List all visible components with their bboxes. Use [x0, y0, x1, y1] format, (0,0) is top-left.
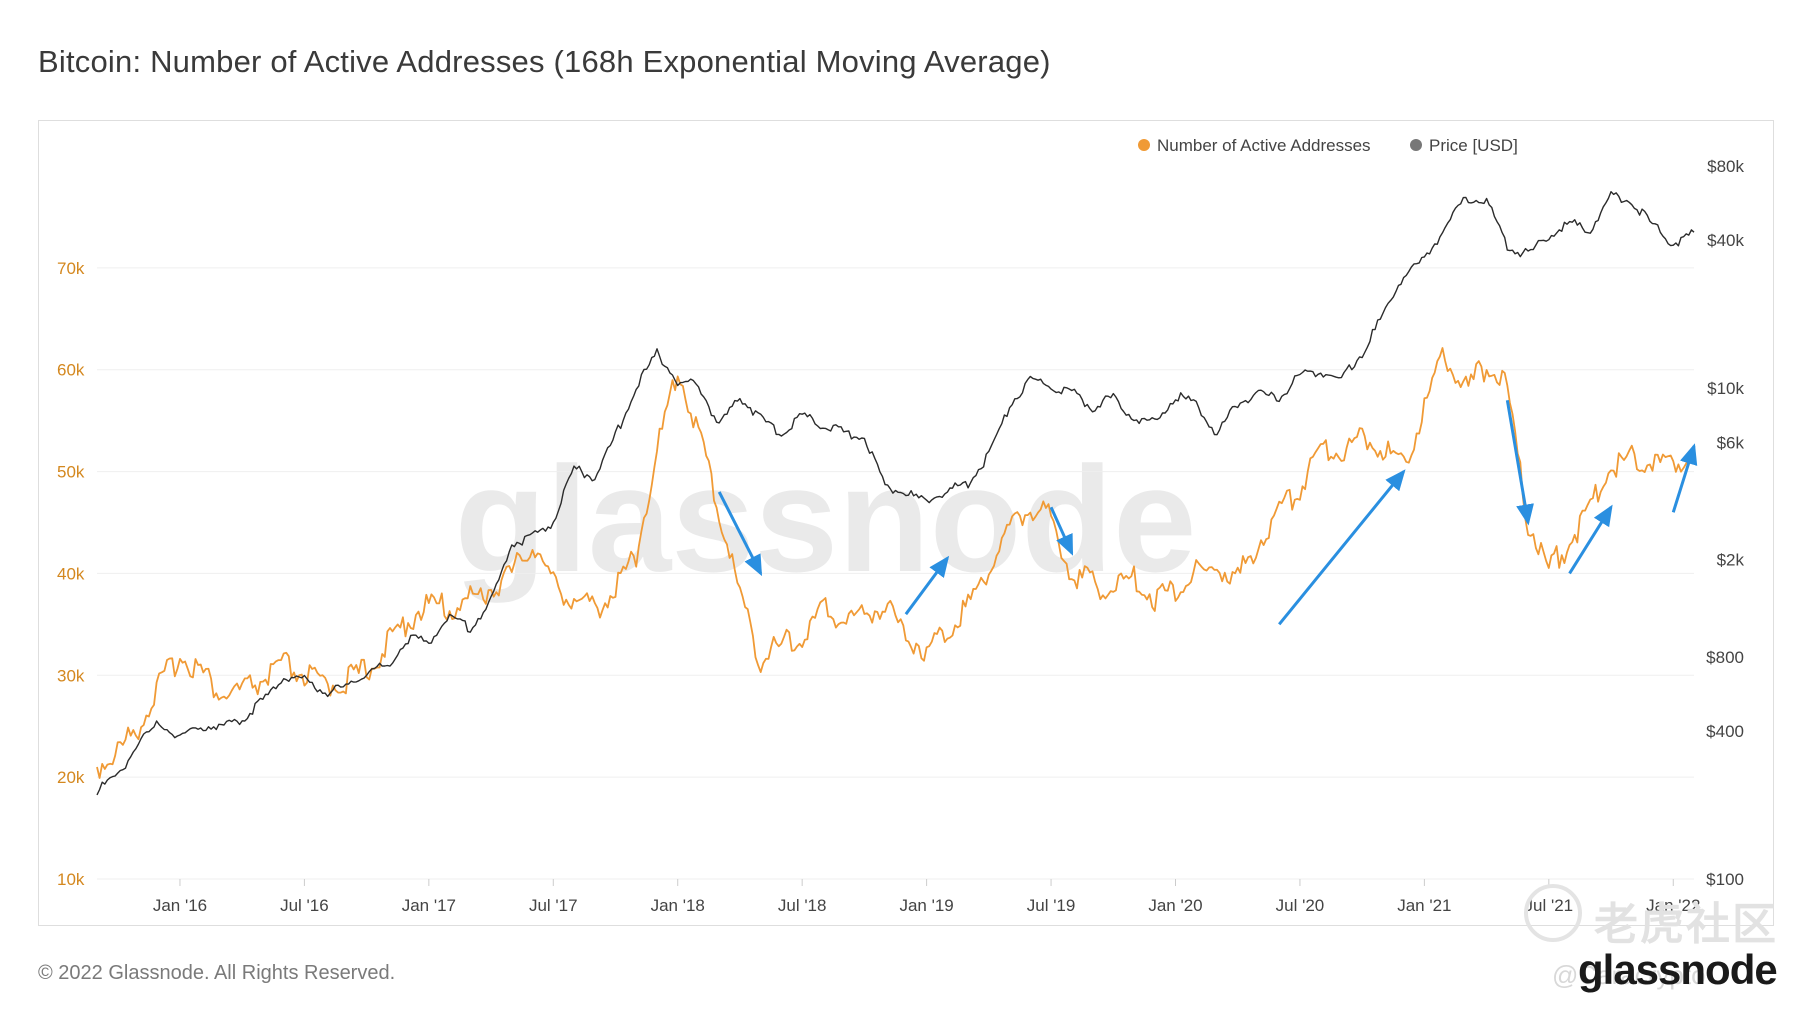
watermark-at-icon	[1524, 884, 1582, 942]
x-tick-label: Jul '19	[1027, 896, 1076, 915]
copyright-footer: © 2022 Glassnode. All Rights Reserved.	[38, 962, 396, 984]
y-right-tick-label: $10k	[1707, 379, 1744, 398]
chart-watermark: glassnode	[455, 435, 1197, 603]
x-tick-label: Jul '16	[280, 896, 329, 915]
x-tick-label: Jan '22	[1646, 896, 1700, 915]
price-line	[96, 191, 1695, 796]
y-left-tick-label: 60k	[57, 361, 85, 380]
legend-dot-price	[1410, 139, 1422, 151]
legend-label-active-addresses: Number of Active Addresses	[1157, 136, 1371, 155]
y-left-tick-label: 30k	[57, 666, 85, 685]
x-tick-label: Jan '16	[153, 896, 207, 915]
y-left-tick-label: 50k	[57, 463, 85, 482]
x-tick-label: Jan '17	[402, 896, 456, 915]
trend-arrow	[1568, 504, 1613, 575]
trend-arrow	[904, 555, 950, 616]
y-left-tick-label: 10k	[57, 870, 85, 889]
y-right-tick-label: $6k	[1717, 433, 1745, 452]
legend-dot-active-addresses	[1138, 139, 1150, 151]
trend-arrow	[717, 491, 763, 577]
trend-arrow	[1505, 400, 1534, 526]
x-tick-label: Jan '20	[1148, 896, 1202, 915]
x-tick-label: Jan '21	[1397, 896, 1451, 915]
chart-frame: glassnode 10k 20k 30k 40k 50k 60k 70k $100 $400 $8…	[38, 120, 1774, 926]
y-right-tick-label: $800	[1706, 648, 1744, 667]
y-left-tick-label: 40k	[57, 564, 85, 583]
y-right-tick-label: $100	[1706, 870, 1744, 889]
chart-svg: glassnode 10k 20k 30k 40k 50k 60k 70k $100 $400 $8…	[57, 136, 1745, 915]
glassnode-logo: glassnode	[1578, 946, 1778, 993]
y-right-tick-label: $40k	[1707, 231, 1744, 250]
y-right-tick-label: $400	[1706, 722, 1744, 741]
x-tick-label: Jan '18	[651, 896, 705, 915]
chart-title: Bitcoin: Number of Active Addresses (168…	[38, 44, 1051, 79]
y-left-tick-label: 20k	[57, 768, 85, 787]
x-tick-label: Jan '19	[899, 896, 953, 915]
x-tick-label: Jul '18	[778, 896, 827, 915]
y-right-tick-label: $80k	[1707, 157, 1744, 176]
y-right-tick-label: $2k	[1717, 550, 1745, 569]
watermark-handle: @Caracrypto	[1552, 960, 1706, 990]
x-tick-label: Jul '20	[1276, 896, 1325, 915]
active-addresses-line	[96, 347, 1695, 779]
trend-arrow	[1671, 443, 1698, 513]
trend-arrow	[1049, 506, 1074, 556]
x-tick-label: Jul '17	[529, 896, 578, 915]
legend-label-price: Price [USD]	[1429, 136, 1518, 155]
y-left-tick-label: 70k	[57, 259, 85, 278]
trend-arrow	[1278, 469, 1406, 626]
watermark-community: 老虎社区	[1594, 900, 1778, 949]
